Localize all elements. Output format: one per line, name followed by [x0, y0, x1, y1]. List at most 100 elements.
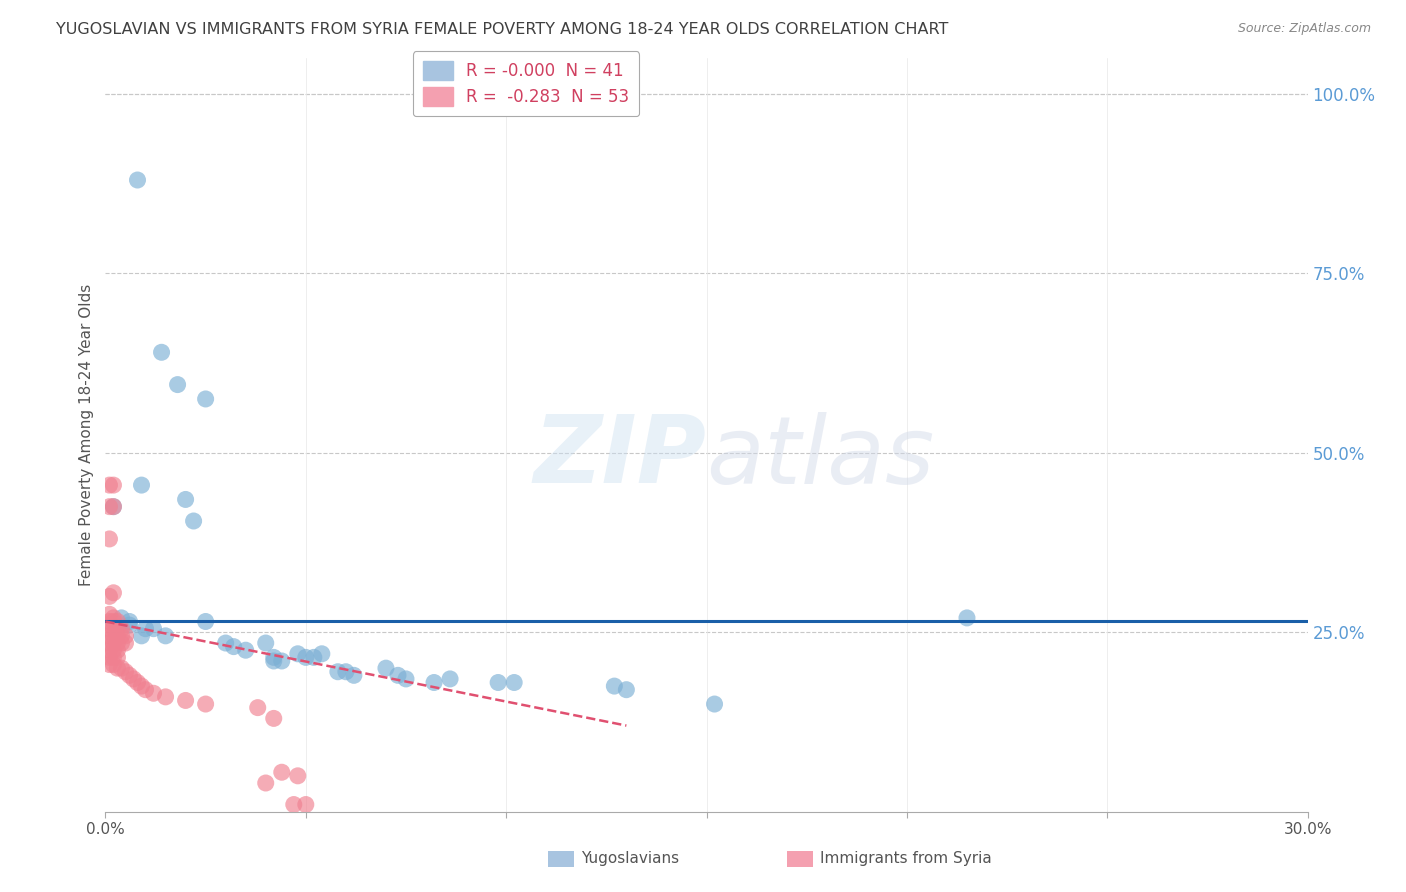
Point — [103, 586, 125, 600]
Point — [103, 615, 125, 629]
Point — [131, 679, 153, 693]
Point — [107, 661, 129, 675]
Point — [166, 377, 188, 392]
Point — [110, 629, 132, 643]
Point — [98, 590, 121, 604]
Point — [107, 636, 129, 650]
Legend: R = -0.000  N = 41, R =  -0.283  N = 53: R = -0.000 N = 41, R = -0.283 N = 53 — [413, 51, 640, 116]
Text: Immigrants from Syria: Immigrants from Syria — [820, 852, 991, 866]
Point — [107, 615, 129, 629]
Point — [98, 615, 121, 629]
Point — [703, 697, 725, 711]
Point — [254, 776, 277, 790]
Point — [270, 765, 292, 780]
Point — [311, 647, 333, 661]
Point — [439, 672, 461, 686]
Point — [343, 668, 366, 682]
Point — [131, 629, 153, 643]
Point — [107, 622, 129, 636]
Point — [142, 686, 165, 700]
Point — [98, 500, 121, 514]
Point — [118, 618, 141, 632]
Point — [263, 650, 285, 665]
Point — [603, 679, 626, 693]
Point — [114, 636, 136, 650]
Point — [107, 629, 129, 643]
Point — [103, 611, 125, 625]
Point — [135, 682, 157, 697]
Y-axis label: Female Poverty Among 18-24 Year Olds: Female Poverty Among 18-24 Year Olds — [79, 284, 94, 586]
Text: atlas: atlas — [707, 412, 935, 503]
Point — [118, 668, 141, 682]
Point — [103, 650, 125, 665]
Point — [214, 636, 236, 650]
Point — [295, 650, 318, 665]
Point — [98, 636, 121, 650]
Point — [103, 500, 125, 514]
Point — [254, 636, 277, 650]
Point — [127, 675, 149, 690]
Point — [98, 607, 121, 622]
Point — [110, 611, 132, 625]
Point — [150, 345, 173, 359]
Point — [263, 654, 285, 668]
Point — [222, 640, 245, 654]
Point — [103, 636, 125, 650]
Point — [103, 657, 125, 672]
Point — [395, 672, 418, 686]
Point — [194, 392, 217, 406]
Point — [335, 665, 357, 679]
Text: Yugoslavians: Yugoslavians — [581, 852, 679, 866]
Point — [263, 711, 285, 725]
Point — [103, 622, 125, 636]
Point — [131, 478, 153, 492]
Point — [302, 650, 325, 665]
Point — [174, 693, 197, 707]
Point — [110, 622, 132, 636]
Point — [103, 629, 125, 643]
Text: YUGOSLAVIAN VS IMMIGRANTS FROM SYRIA FEMALE POVERTY AMONG 18-24 YEAR OLDS CORREL: YUGOSLAVIAN VS IMMIGRANTS FROM SYRIA FEM… — [56, 22, 949, 37]
Point — [155, 690, 177, 704]
Point — [283, 797, 305, 812]
Point — [287, 769, 309, 783]
Point — [174, 492, 197, 507]
Point — [326, 665, 349, 679]
Point — [114, 629, 136, 643]
Point — [387, 668, 409, 682]
Point — [616, 682, 638, 697]
Point — [135, 622, 157, 636]
Point — [142, 622, 165, 636]
Point — [486, 675, 509, 690]
Text: Source: ZipAtlas.com: Source: ZipAtlas.com — [1237, 22, 1371, 36]
Point — [103, 500, 125, 514]
Point — [103, 643, 125, 657]
Point — [110, 636, 132, 650]
Point — [246, 700, 269, 714]
Point — [103, 478, 125, 492]
Point — [194, 615, 217, 629]
Point — [503, 675, 526, 690]
Point — [183, 514, 205, 528]
Point — [295, 797, 318, 812]
Point — [98, 657, 121, 672]
Point — [98, 643, 121, 657]
Point — [423, 675, 446, 690]
Point — [98, 629, 121, 643]
Point — [287, 647, 309, 661]
Point — [118, 615, 141, 629]
Point — [98, 532, 121, 546]
Text: ZIP: ZIP — [534, 411, 707, 503]
Point — [107, 643, 129, 657]
Point — [98, 650, 121, 665]
Point — [235, 643, 257, 657]
Point — [122, 672, 145, 686]
Point — [127, 173, 149, 187]
Point — [98, 478, 121, 492]
Point — [270, 654, 292, 668]
Point — [114, 665, 136, 679]
Point — [107, 650, 129, 665]
Point — [374, 661, 398, 675]
Point — [956, 611, 979, 625]
Point — [194, 697, 217, 711]
Point — [155, 629, 177, 643]
